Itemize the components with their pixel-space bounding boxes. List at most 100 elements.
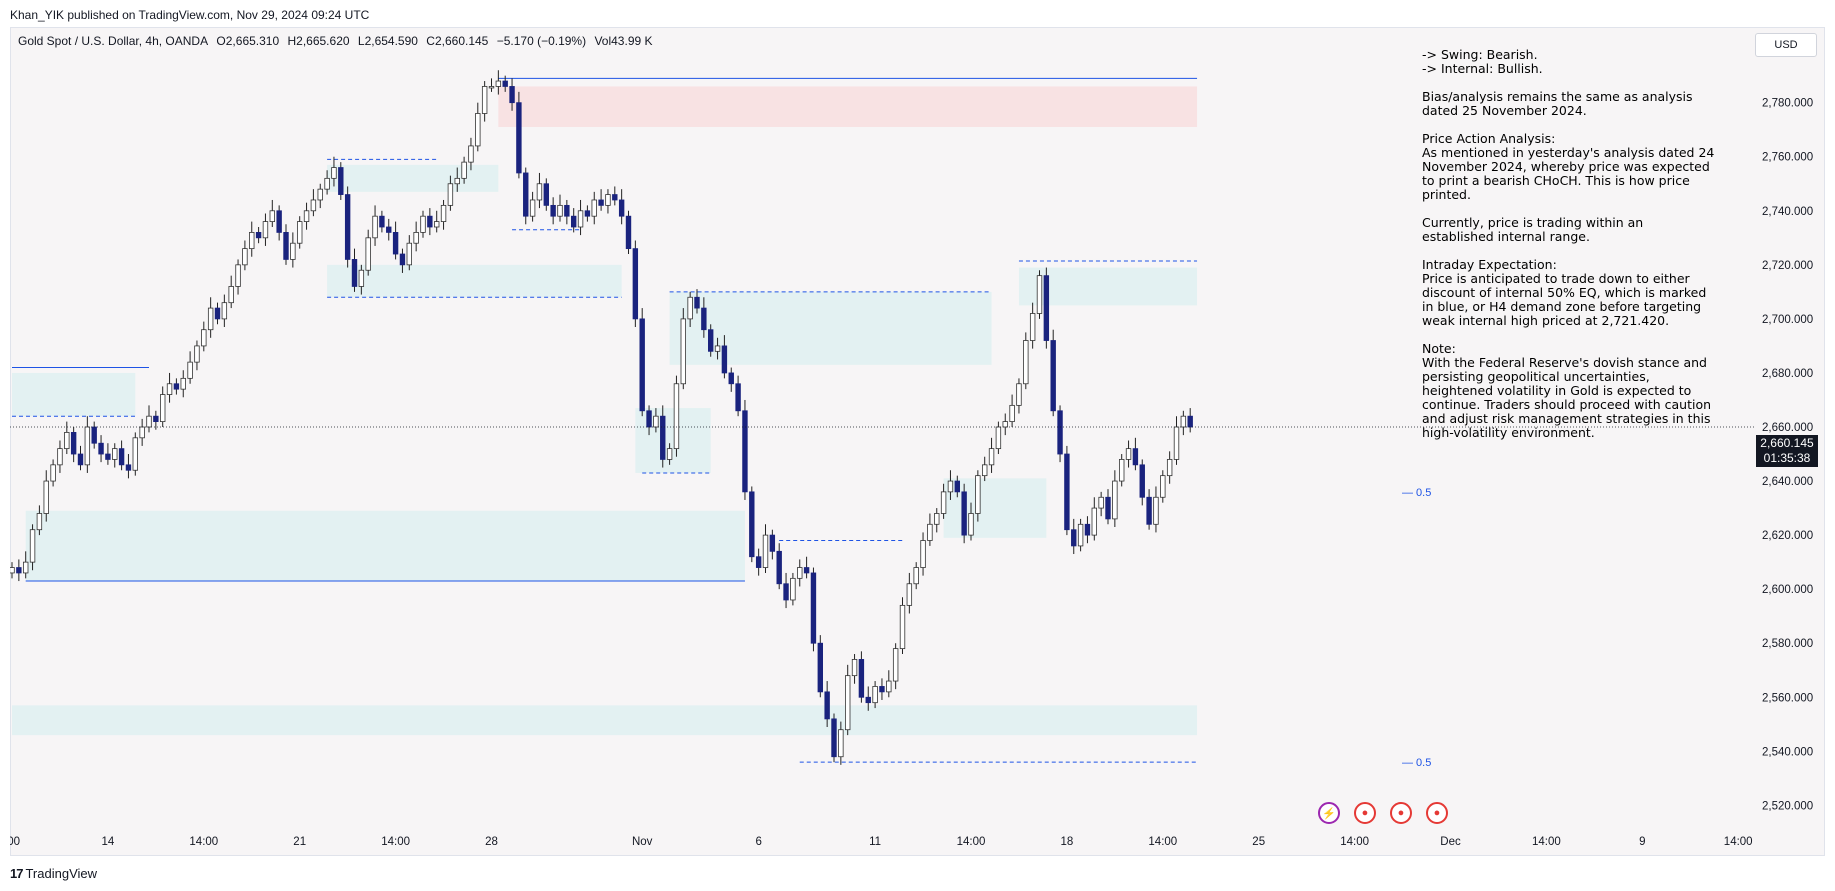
candle bbox=[468, 145, 474, 163]
candle bbox=[132, 437, 138, 471]
candle bbox=[379, 215, 385, 228]
candle bbox=[803, 567, 810, 574]
candle bbox=[708, 329, 714, 352]
low-value: L2,654.590 bbox=[357, 34, 418, 48]
x-tick-label: Nov bbox=[632, 836, 653, 848]
us-flag-icon[interactable]: ● bbox=[1354, 802, 1376, 824]
candle bbox=[43, 480, 49, 514]
candle bbox=[324, 177, 330, 190]
candle bbox=[749, 491, 755, 558]
candle bbox=[735, 383, 741, 412]
analysis-text: -> Swing: Bearish. -> Internal: Bullish. … bbox=[1422, 48, 1752, 454]
y-tick-label: 2,780.000 bbox=[1762, 98, 1813, 110]
candle bbox=[769, 534, 776, 552]
candle bbox=[1043, 275, 1050, 341]
demand-zone bbox=[943, 478, 1047, 538]
economic-events[interactable]: ⚡ ● ● ● bbox=[1318, 802, 1448, 824]
candle bbox=[509, 86, 515, 104]
candle bbox=[995, 426, 1002, 450]
footer-brand[interactable]: 17 TradingView bbox=[10, 862, 97, 884]
x-tick-label: 14:00 bbox=[1340, 836, 1369, 848]
candle bbox=[338, 167, 344, 195]
price-chart[interactable]: — 0.5— 0.52,800.0002,780.0002,760.0002,7… bbox=[10, 27, 1825, 856]
candle bbox=[413, 232, 419, 244]
candle bbox=[591, 199, 597, 217]
candle bbox=[899, 604, 906, 650]
candle bbox=[372, 215, 378, 239]
candle bbox=[433, 221, 440, 228]
x-tick-label: 18 bbox=[1061, 836, 1074, 848]
analysis-paragraph: -> Swing: Bearish. -> Internal: Bullish. bbox=[1422, 47, 1543, 76]
x-tick-label: 9 bbox=[1639, 836, 1645, 848]
candle bbox=[920, 540, 926, 568]
candle bbox=[1077, 523, 1084, 547]
candle bbox=[262, 221, 269, 239]
candle bbox=[694, 296, 700, 309]
demand-zone bbox=[12, 372, 136, 417]
close-value: C2,660.145 bbox=[426, 34, 489, 48]
candle bbox=[632, 248, 639, 320]
fib-label: — 0.5 bbox=[1402, 487, 1431, 499]
y-tick-label: 2,700.000 bbox=[1762, 314, 1813, 326]
candle bbox=[242, 248, 248, 266]
candle bbox=[721, 345, 728, 374]
candle bbox=[173, 383, 180, 390]
brand-name[interactable]: TradingView bbox=[25, 865, 98, 881]
symbol-legend[interactable]: Gold Spot / U.S. Dollar, 4h, OANDA O2,66… bbox=[18, 34, 658, 48]
candle bbox=[159, 394, 166, 422]
candle bbox=[872, 686, 878, 704]
candle bbox=[1091, 507, 1097, 536]
candle bbox=[982, 464, 988, 477]
candle bbox=[344, 194, 351, 260]
candle bbox=[543, 183, 549, 206]
candle bbox=[557, 204, 563, 217]
candle bbox=[1016, 383, 1022, 406]
y-tick-label: 2,620.000 bbox=[1762, 530, 1813, 542]
candle bbox=[529, 199, 536, 217]
candle bbox=[988, 448, 995, 466]
candle bbox=[653, 415, 659, 428]
candle bbox=[454, 177, 460, 185]
candle bbox=[70, 432, 77, 455]
candle bbox=[228, 286, 234, 304]
symbol-name[interactable]: Gold Spot / U.S. Dollar, 4h, OANDA bbox=[18, 34, 209, 48]
us-flag-icon[interactable]: ● bbox=[1390, 802, 1412, 824]
candle bbox=[1146, 496, 1152, 525]
y-tick-label: 2,520.000 bbox=[1762, 800, 1813, 812]
candle bbox=[714, 345, 721, 352]
candle bbox=[50, 464, 56, 482]
candle bbox=[214, 307, 221, 320]
last-price-tag: 2,660.145 01:35:38 bbox=[1756, 435, 1818, 467]
candle bbox=[797, 567, 803, 579]
candle bbox=[1057, 410, 1063, 455]
candle bbox=[29, 529, 36, 563]
candle bbox=[249, 232, 255, 250]
candle bbox=[290, 242, 296, 260]
candle bbox=[673, 383, 680, 450]
candle bbox=[77, 453, 84, 466]
candle bbox=[865, 696, 871, 704]
candle bbox=[201, 329, 207, 347]
x-tick-label: 28 bbox=[485, 836, 498, 848]
fib-label: — 0.5 bbox=[1402, 757, 1431, 769]
candle bbox=[180, 377, 186, 390]
candle bbox=[701, 307, 707, 331]
candle bbox=[571, 215, 577, 228]
candle bbox=[824, 691, 830, 720]
tradingview-logo-icon[interactable]: 17 bbox=[10, 865, 24, 881]
candle bbox=[1173, 426, 1180, 460]
us-flag-icon[interactable]: ● bbox=[1426, 802, 1448, 824]
candle bbox=[790, 577, 796, 601]
candle bbox=[1153, 496, 1159, 525]
candle bbox=[1105, 496, 1111, 520]
candle bbox=[207, 307, 214, 331]
candle bbox=[303, 210, 310, 222]
candle bbox=[598, 199, 604, 206]
flash-event-icon[interactable]: ⚡ bbox=[1318, 802, 1340, 824]
currency-button[interactable]: USD bbox=[1755, 33, 1817, 57]
candle bbox=[879, 686, 885, 693]
candle bbox=[98, 442, 104, 455]
candle bbox=[365, 237, 371, 271]
candle bbox=[851, 659, 858, 677]
y-tick-label: 2,580.000 bbox=[1762, 638, 1813, 650]
